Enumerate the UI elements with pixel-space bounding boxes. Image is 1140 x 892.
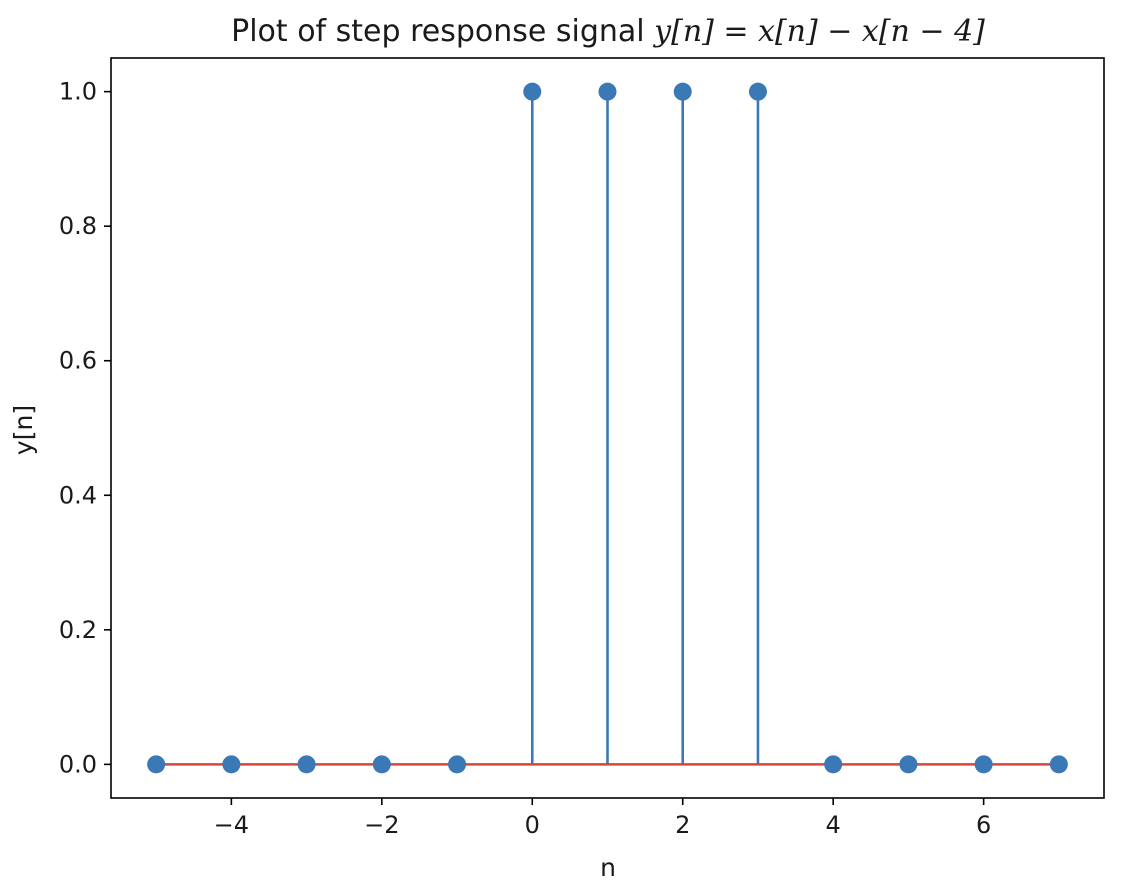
markers (147, 82, 1068, 774)
stem-marker (448, 755, 467, 774)
y-axis-ticks: 0.0 0.2 0.4 0.6 0.8 1.0 (59, 78, 111, 778)
y-axis-label: y[n] (9, 405, 38, 455)
y-tick-label: 0.2 (59, 616, 97, 644)
x-tick-label: 2 (675, 811, 690, 839)
stem-marker (974, 755, 993, 774)
plot-frame (110, 57, 1105, 799)
plot-area (147, 82, 1068, 774)
stem-marker (372, 755, 391, 774)
x-axis-ticks: −4 −2 0 2 4 6 (214, 798, 991, 839)
x-tick-label: 0 (525, 811, 540, 839)
stem-marker (673, 82, 692, 101)
y-tick-label: 0.0 (59, 750, 97, 778)
stem-marker (748, 82, 767, 101)
y-tick-label: 0.4 (59, 481, 97, 509)
chart-title-equation: y[n] = x[n] − x[n − 4] (652, 14, 985, 49)
stems (530, 91, 760, 765)
stem-marker (824, 755, 843, 774)
x-tick-label: −4 (214, 811, 249, 839)
y-tick-label: 0.8 (59, 212, 97, 240)
x-tick-label: −2 (364, 811, 399, 839)
stem-marker (1049, 755, 1068, 774)
x-tick-label: 4 (826, 811, 841, 839)
y-tick-label: 0.6 (59, 347, 97, 375)
chart-title-prefix: Plot of step response signal (231, 14, 654, 49)
stem-marker (598, 82, 617, 101)
stem-marker (899, 755, 918, 774)
stem-marker (147, 755, 166, 774)
stem-marker (523, 82, 542, 101)
stem-marker (222, 755, 241, 774)
y-tick-label: 1.0 (59, 78, 97, 106)
chart-title: Plot of step response signal y[n] = x[n]… (231, 14, 985, 49)
x-axis-label: n (600, 853, 616, 882)
x-tick-label: 6 (976, 811, 991, 839)
stem-marker (297, 755, 316, 774)
